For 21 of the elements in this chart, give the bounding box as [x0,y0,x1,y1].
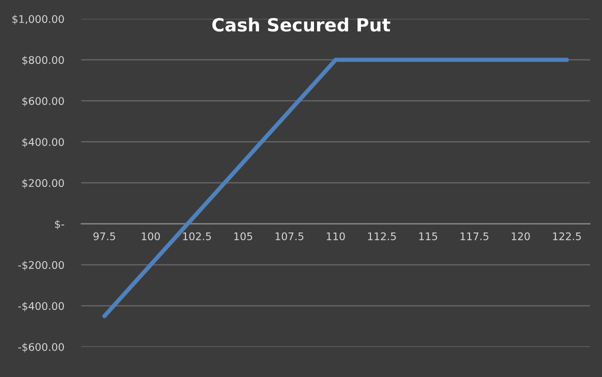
x-tick-label: 105 [234,232,252,240]
y-tick-label: $1,000.00 [12,14,64,24]
y-tick-label: -$400.00 [18,302,64,312]
x-tick-label: 102.5 [183,232,211,240]
y-tick-label: -$200.00 [18,260,64,270]
chart-title: Cash Secured Put [212,18,390,32]
x-tick-label: 100 [142,232,160,240]
y-tick-label: $200.00 [22,178,64,188]
x-tick-label: 97.5 [93,232,116,240]
x-tick-label: 115 [419,232,438,240]
y-tick-label: $400.00 [22,138,64,148]
x-tick-label: 120 [512,232,530,240]
y-tick-label: -$600.00 [18,342,64,352]
y-tick-label: $600.00 [22,96,64,106]
x-tick-label: 122.5 [553,232,581,240]
x-tick-label: 107.5 [276,232,304,240]
x-tick-label: 110 [326,232,345,240]
y-tick-label: $- [55,220,64,230]
y-tick-label: $800.00 [22,56,64,66]
x-tick-label: 112.5 [368,232,396,240]
x-tick-label: 117.5 [460,232,488,240]
